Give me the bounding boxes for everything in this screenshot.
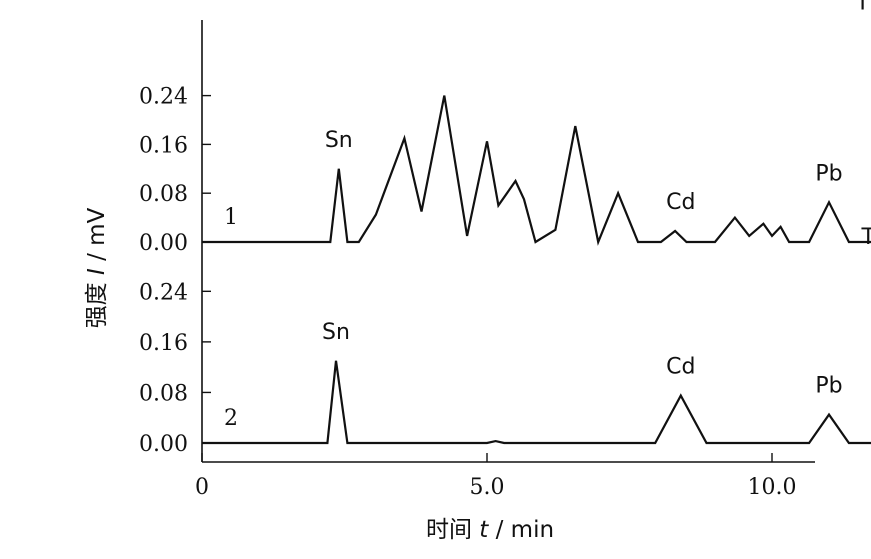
y-tick-label-1-0: 0.00 <box>139 231 188 256</box>
y-tick-label-1-1: 0.08 <box>139 182 188 207</box>
peak-label-2-1: T - ( p - AP)P <box>861 225 871 250</box>
y-tick-label-2-1: 0.08 <box>139 381 188 406</box>
x-axis: 05.010.015.020.0 <box>195 453 797 500</box>
y-tick-label-2-0: 0.00 <box>139 432 188 457</box>
peak-label-2-2: Cd <box>666 355 695 380</box>
peak-label-2-0: Sn <box>322 320 350 345</box>
x-axis-title: 时间 t / min <box>426 517 554 543</box>
trace-1 <box>202 95 871 246</box>
trace-2 <box>202 360 871 445</box>
trace-label-2: 2 <box>224 406 238 431</box>
peak-label-1-2: Cd <box>666 190 695 215</box>
x-tick-label-1: 5.0 <box>470 475 505 500</box>
peak-label-1-0: Sn <box>325 128 353 153</box>
peak-label-2-3: Pb <box>815 374 842 399</box>
y-tick-label-1-2: 0.16 <box>139 133 188 158</box>
x-tick-label-0: 0 <box>195 475 209 500</box>
peak-label-1-1: T - ( p - AP)P <box>855 0 871 16</box>
trace-label-1: 1 <box>224 205 238 230</box>
y-tick-label-2-2: 0.16 <box>139 331 188 356</box>
y-axis-title: 强度 I / mV <box>84 207 110 328</box>
x-tick-label-2: 10.0 <box>748 475 797 500</box>
peak-label-1-3: Pb <box>815 161 842 186</box>
y-tick-label-2-3: 0.24 <box>139 280 188 305</box>
y-tick-label-1-3: 0.24 <box>139 85 188 110</box>
